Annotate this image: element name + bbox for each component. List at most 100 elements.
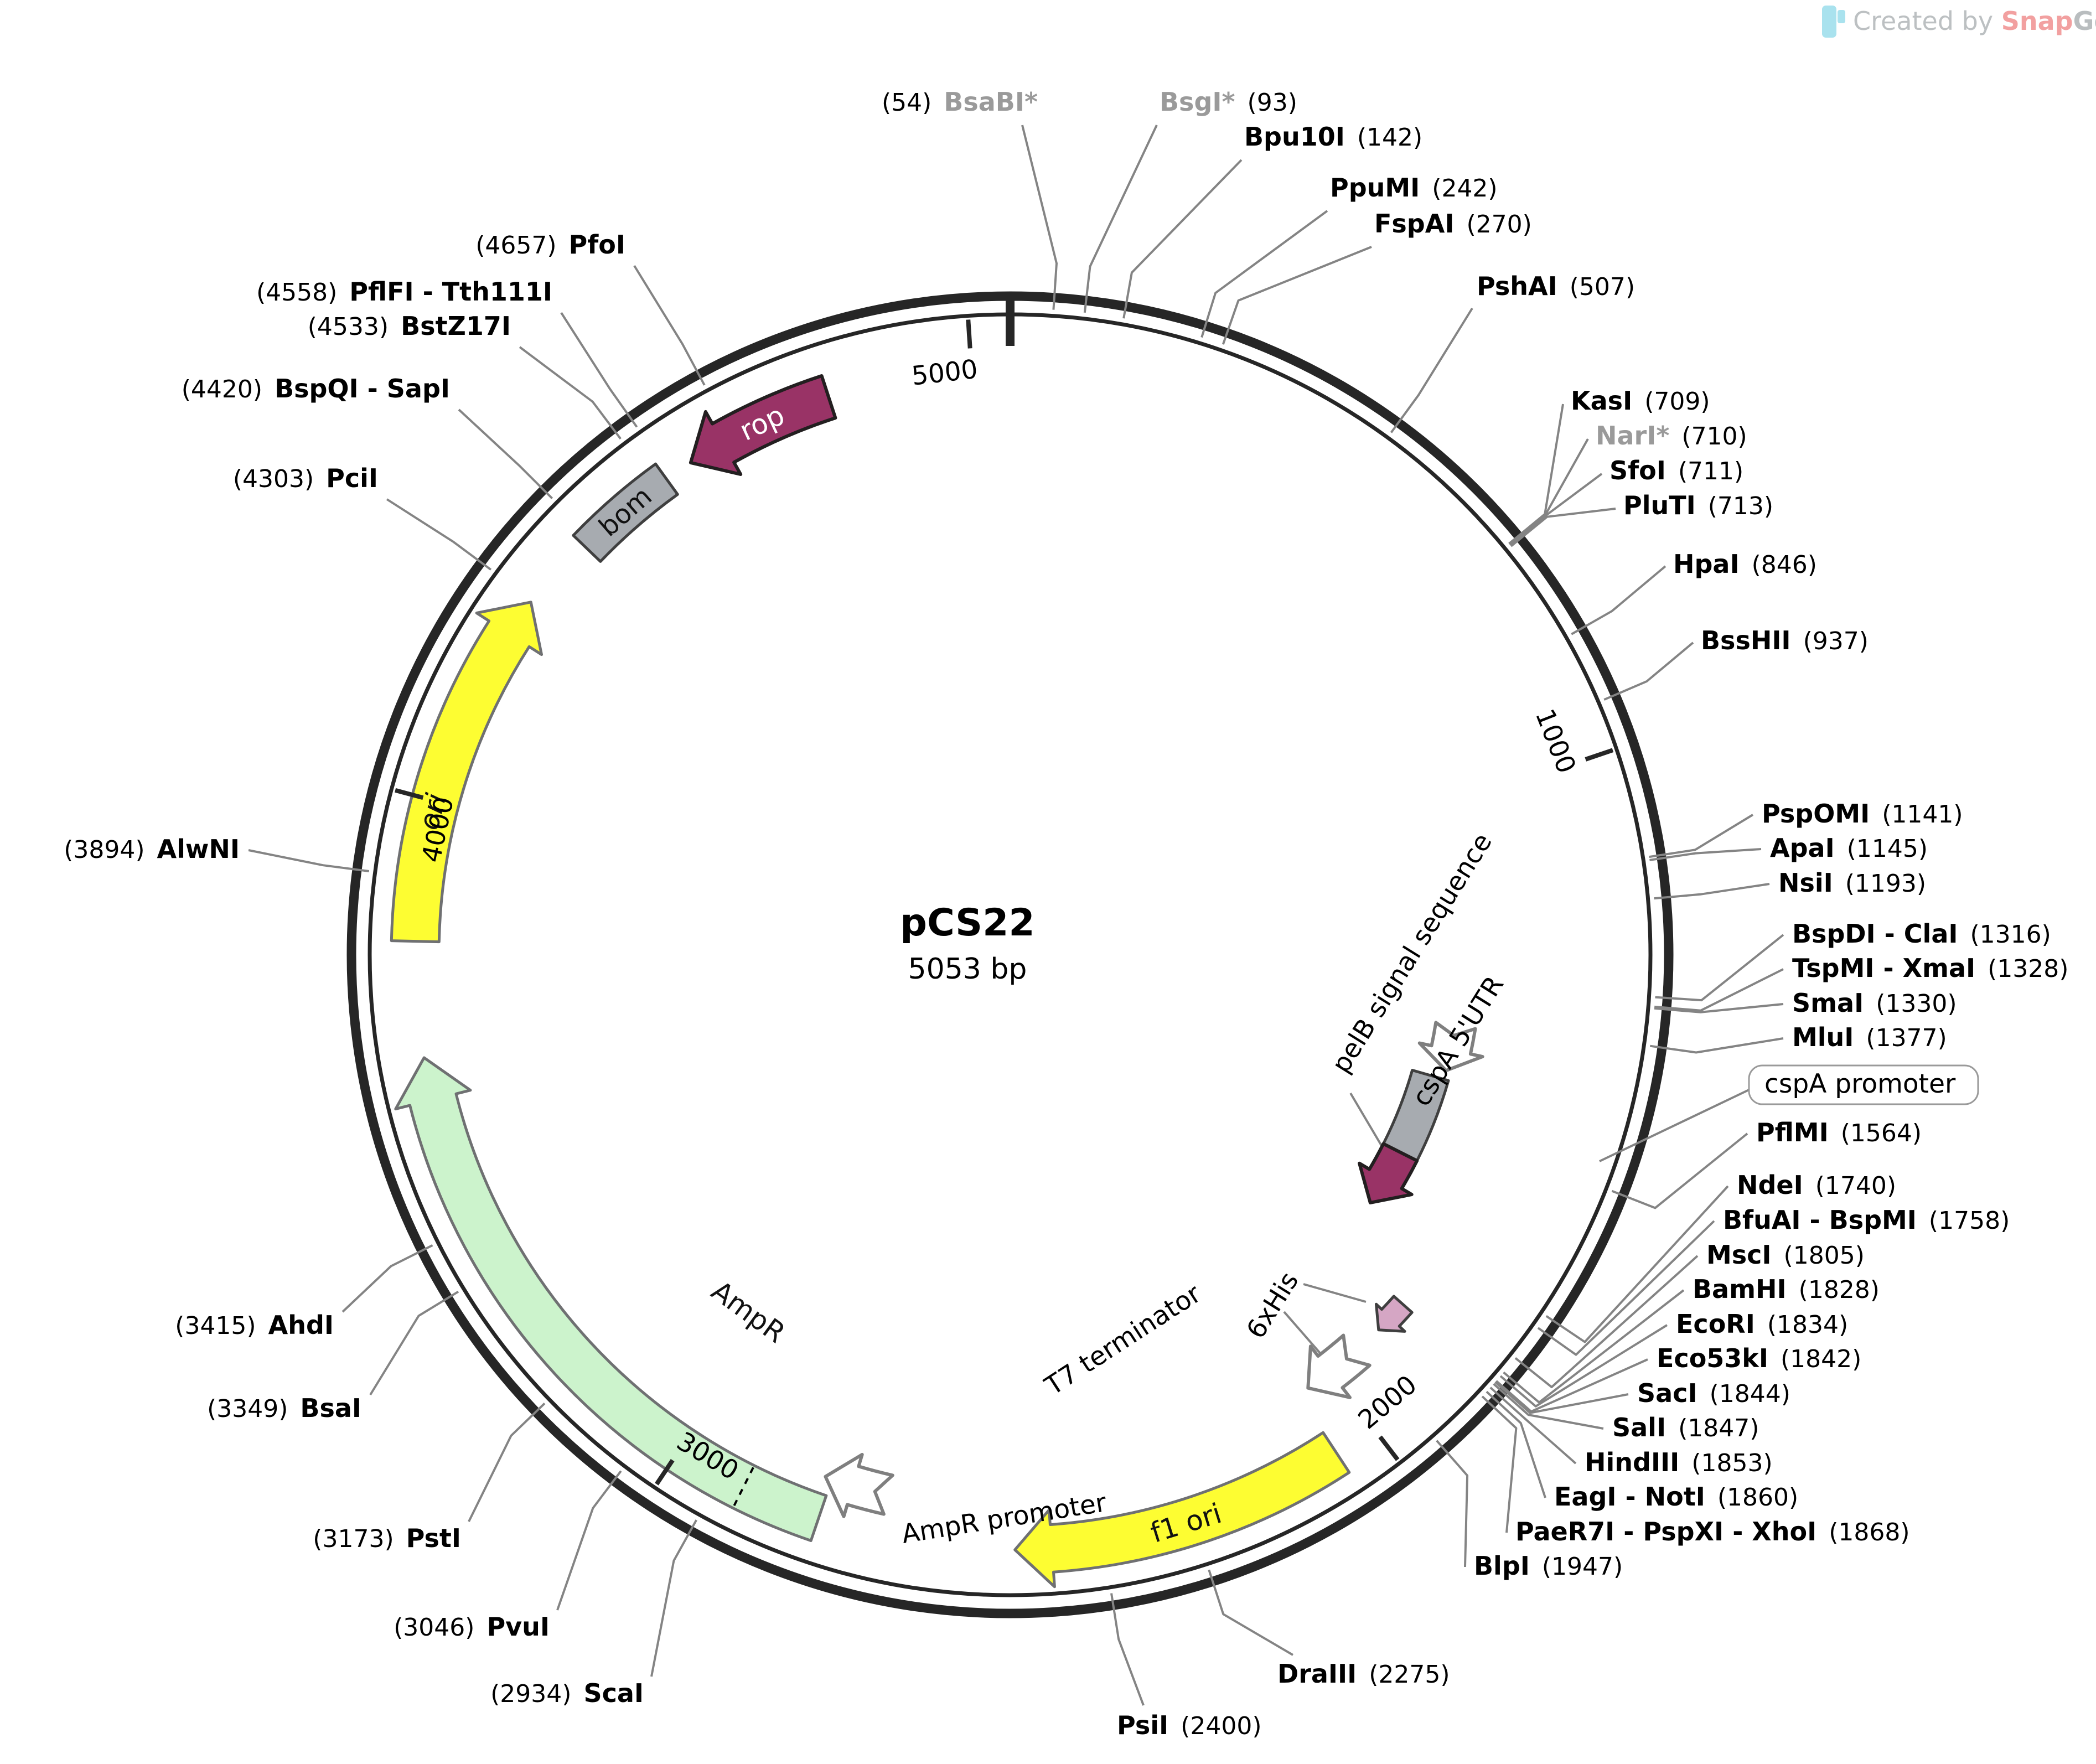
site-label-pflmi[interactable]: PflMI (1564) bbox=[1756, 1118, 1922, 1147]
site-connector-fspai bbox=[1222, 246, 1372, 345]
site-label-nsii[interactable]: NsiI (1193) bbox=[1778, 868, 1926, 898]
cspA-5utr-label[interactable]: cspA 5'UTR bbox=[1406, 971, 1510, 1112]
site-connector-bstz17i bbox=[519, 346, 622, 440]
site-label-pvui[interactable]: (3046) PvuI bbox=[394, 1612, 550, 1642]
site-label-psii[interactable]: PsiI (2400) bbox=[1117, 1710, 1261, 1740]
site-connector-bsabi bbox=[1021, 125, 1058, 310]
site-label-ndei[interactable]: NdeI (1740) bbox=[1737, 1170, 1896, 1200]
site-label-smai[interactable]: SmaI (1330) bbox=[1792, 988, 1957, 1018]
site-connector-bpu10i bbox=[1122, 159, 1243, 319]
site-label-ppumi[interactable]: PpuMI (242) bbox=[1330, 173, 1498, 203]
site-label-pshai[interactable]: PshAI (507) bbox=[1477, 271, 1635, 301]
site-connector-bspqi-sapi bbox=[458, 408, 553, 499]
site-label-bsai[interactable]: (3349) BsaI bbox=[207, 1393, 361, 1423]
feature-t7-terminator[interactable] bbox=[1306, 1333, 1372, 1399]
site-label-eagi-noti[interactable]: EagI - NotI (1860) bbox=[1554, 1482, 1798, 1512]
site-label-bsgi[interactable]: BsgI* (93) bbox=[1160, 87, 1297, 117]
cspa-promoter-box[interactable]: cspA promoter bbox=[1764, 1069, 1956, 1099]
feature-leader-line-2 bbox=[1303, 1283, 1367, 1303]
site-label-sfoi[interactable]: SfoI (711) bbox=[1609, 456, 1743, 485]
site-connector-pvui bbox=[556, 1470, 622, 1611]
feature-cspa-promoter-arrow[interactable] bbox=[1417, 1021, 1484, 1073]
snapgene-tube-icon bbox=[1822, 6, 1836, 38]
site-connector-ppumi bbox=[1200, 210, 1328, 338]
feature-bom[interactable] bbox=[572, 462, 679, 563]
site-label-pfoi[interactable]: (4657) PfoI bbox=[475, 230, 625, 260]
6xhis-label[interactable]: 6xHis bbox=[1241, 1266, 1305, 1344]
site-label-ecori[interactable]: EcoRI (1834) bbox=[1676, 1309, 1848, 1339]
site-label-kasi[interactable]: KasI (709) bbox=[1571, 386, 1710, 416]
site-label-blpi[interactable]: BlpI (1947) bbox=[1474, 1551, 1623, 1581]
site-label-fspai[interactable]: FspAI (270) bbox=[1374, 209, 1532, 239]
site-connector-scai bbox=[650, 1519, 697, 1677]
site-label-bpu10i[interactable]: Bpu10I (142) bbox=[1244, 122, 1422, 152]
tick-3000 bbox=[655, 1458, 675, 1486]
site-label-ahdi[interactable]: (3415) AhdI bbox=[175, 1310, 334, 1340]
site-label-pspomi[interactable]: PspOMI (1141) bbox=[1762, 799, 1963, 829]
feature-f1-ori[interactable] bbox=[1013, 1431, 1351, 1589]
feature-pelb-signal[interactable] bbox=[1358, 1142, 1419, 1204]
feature-6xhis-tag[interactable] bbox=[1375, 1295, 1414, 1333]
site-label-scai[interactable]: (2934) ScaI bbox=[490, 1678, 644, 1708]
site-label-paer7i-pspxi-xhoi[interactable]: PaeR7I - PspXI - XhoI (1868) bbox=[1515, 1517, 1910, 1546]
site-connector-nsii bbox=[1654, 883, 1770, 900]
site-connector-pflfi-tth111i bbox=[560, 312, 638, 428]
site-connector-ecori bbox=[1499, 1324, 1668, 1408]
snapgene-tube-icon-nub bbox=[1838, 10, 1845, 23]
site-label-mlui[interactable]: MluI (1377) bbox=[1792, 1022, 1947, 1052]
site-connector-smai bbox=[1654, 1003, 1784, 1013]
site-label-bfuai-bspmi[interactable]: BfuAI - BspMI (1758) bbox=[1723, 1205, 2010, 1235]
tick-4000 bbox=[395, 788, 424, 800]
tick-1000 bbox=[1585, 748, 1614, 762]
site-label-bsabi[interactable]: (54) BsaBI* bbox=[882, 87, 1038, 117]
feature-ori[interactable] bbox=[390, 601, 543, 944]
site-connector-sfoi bbox=[1509, 473, 1603, 546]
site-label-bamhi[interactable]: BamHI (1828) bbox=[1693, 1274, 1880, 1304]
site-connector-bsshii bbox=[1603, 642, 1694, 701]
site-connector-pcii bbox=[386, 498, 492, 571]
site-connector-bsai bbox=[369, 1290, 459, 1396]
site-connector-draiii bbox=[1208, 1569, 1294, 1656]
site-label-psti[interactable]: (3173) PstI bbox=[313, 1523, 461, 1553]
feature-ampr[interactable] bbox=[394, 1056, 828, 1542]
site-label-pluti[interactable]: PluTI (713) bbox=[1623, 490, 1773, 520]
site-label-bsshii[interactable]: BssHII (937) bbox=[1701, 625, 1869, 655]
site-label-draiii[interactable]: DraIII (2275) bbox=[1277, 1659, 1450, 1689]
site-connector-paer7i-pspxi-xhoi bbox=[1481, 1395, 1518, 1533]
tick-label-2000: 2000 bbox=[1353, 1369, 1423, 1435]
site-connector-saci bbox=[1494, 1381, 1629, 1414]
site-connector-mlui bbox=[1650, 1037, 1784, 1054]
site-connector-sali bbox=[1493, 1383, 1604, 1430]
site-label-hindiii[interactable]: HindIII (1853) bbox=[1585, 1447, 1773, 1477]
site-label-hpai[interactable]: HpaI (846) bbox=[1673, 549, 1817, 579]
tick-label-5000: 5000 bbox=[910, 354, 979, 392]
feature-label-ampr[interactable]: AmpR bbox=[706, 1275, 791, 1349]
site-label-eco53ki[interactable]: Eco53kI (1842) bbox=[1657, 1343, 1861, 1373]
site-label-msci[interactable]: MscI (1805) bbox=[1706, 1240, 1865, 1270]
site-label-pflfi-tth111i[interactable]: (4558) PflFI - Tth111I bbox=[256, 277, 552, 307]
site-connector-apai bbox=[1649, 848, 1762, 861]
t7-terminator-label[interactable]: T7 terminator bbox=[1039, 1278, 1207, 1401]
site-connector-bsgi bbox=[1083, 125, 1158, 313]
site-connector-bamhi bbox=[1503, 1289, 1685, 1404]
site-label-apai[interactable]: ApaI (1145) bbox=[1770, 833, 1928, 863]
site-label-tspmi-xmai[interactable]: TspMI - XmaI (1328) bbox=[1792, 953, 2068, 983]
site-connector-eagi-noti bbox=[1486, 1390, 1546, 1498]
site-connector-tspmi-xmai bbox=[1654, 968, 1784, 1012]
site-label-saci[interactable]: SacI (1844) bbox=[1637, 1378, 1790, 1408]
site-label-pcii[interactable]: (4303) PciI bbox=[233, 463, 378, 493]
feature-rop[interactable] bbox=[689, 374, 837, 476]
site-connector-psti bbox=[468, 1403, 546, 1522]
site-label-sali[interactable]: SalI (1847) bbox=[1612, 1413, 1759, 1442]
tick-label-1000: 1000 bbox=[1529, 705, 1582, 777]
site-label-bspqi-sapi[interactable]: (4420) BspQI - SapI bbox=[182, 374, 450, 404]
feature-ampr-promoter[interactable] bbox=[824, 1452, 894, 1518]
site-connector-bfuai-bspmi bbox=[1537, 1220, 1715, 1356]
site-label-alwni[interactable]: (3894) AlwNI bbox=[64, 834, 240, 864]
site-label-bstz17i[interactable]: (4533) BstZ17I bbox=[308, 311, 511, 341]
site-label-nari[interactable]: NarI* (710) bbox=[1596, 421, 1747, 451]
site-connector-pshai bbox=[1390, 307, 1473, 433]
cspa-promoter-box-frame bbox=[1748, 1064, 1979, 1105]
site-label-bspdi-clai[interactable]: BspDI - ClaI (1316) bbox=[1792, 919, 2051, 949]
